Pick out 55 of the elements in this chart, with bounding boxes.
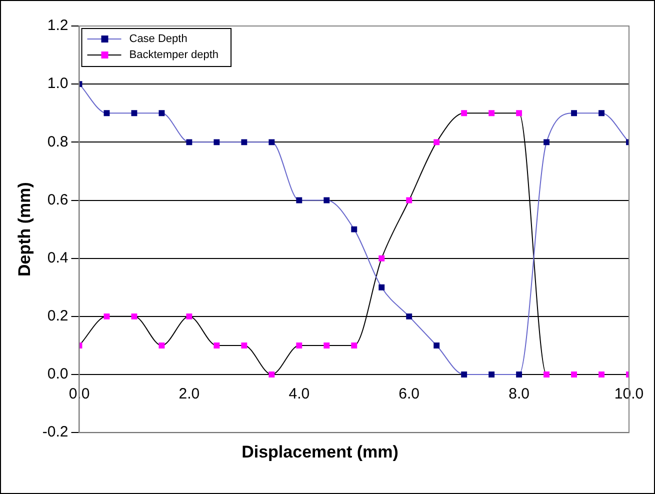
x-tick-label: 8.0 (508, 386, 530, 403)
point (461, 372, 468, 378)
point (516, 110, 522, 116)
point (131, 313, 138, 320)
x-tick-label: 2.0 (178, 386, 200, 403)
point (241, 139, 248, 146)
point (158, 110, 165, 116)
point (488, 372, 495, 378)
point (351, 226, 358, 232)
point (571, 372, 577, 378)
point (434, 139, 440, 146)
x-tick-label: 0.0 (68, 386, 90, 403)
point (488, 110, 495, 116)
point (186, 139, 192, 146)
y-tick-label: 0.6 (47, 191, 68, 208)
point (296, 197, 302, 204)
point (158, 342, 165, 348)
point (186, 313, 192, 320)
point (241, 342, 248, 348)
point (296, 342, 302, 348)
point (351, 342, 358, 348)
y-tick-label: 1.0 (47, 75, 68, 92)
point (406, 313, 412, 320)
point (378, 255, 385, 262)
point (571, 110, 577, 116)
point (324, 197, 330, 204)
point (104, 313, 110, 320)
point (131, 110, 138, 116)
point (214, 139, 220, 146)
point (434, 342, 440, 348)
y-tick-label: 1.2 (47, 17, 68, 34)
legend-label: Backtemper depth (129, 49, 219, 62)
x-axis-title: Displacement (mm) (242, 442, 398, 462)
point (406, 197, 412, 204)
point (598, 110, 604, 116)
point (516, 372, 522, 378)
y-tick-label: 0.4 (47, 249, 68, 266)
point (324, 342, 330, 348)
legend-label: Case Depth (129, 33, 188, 46)
x-tick-label: 6.0 (398, 386, 420, 403)
point (268, 372, 275, 378)
point (268, 139, 275, 146)
y-tick-label: 0.0 (47, 366, 68, 383)
point (104, 110, 110, 116)
point (598, 372, 604, 378)
point (544, 372, 550, 378)
point (461, 110, 468, 116)
y-tick-label: 0.8 (47, 133, 68, 150)
point (214, 342, 220, 348)
point (378, 284, 385, 290)
point (544, 139, 550, 146)
y-tick-label: -0.2 (42, 424, 68, 441)
x-tick-label: 4.0 (288, 386, 310, 403)
y-tick-label: 0.2 (47, 308, 68, 325)
y-axis-title: Depth (mm) (14, 182, 34, 277)
